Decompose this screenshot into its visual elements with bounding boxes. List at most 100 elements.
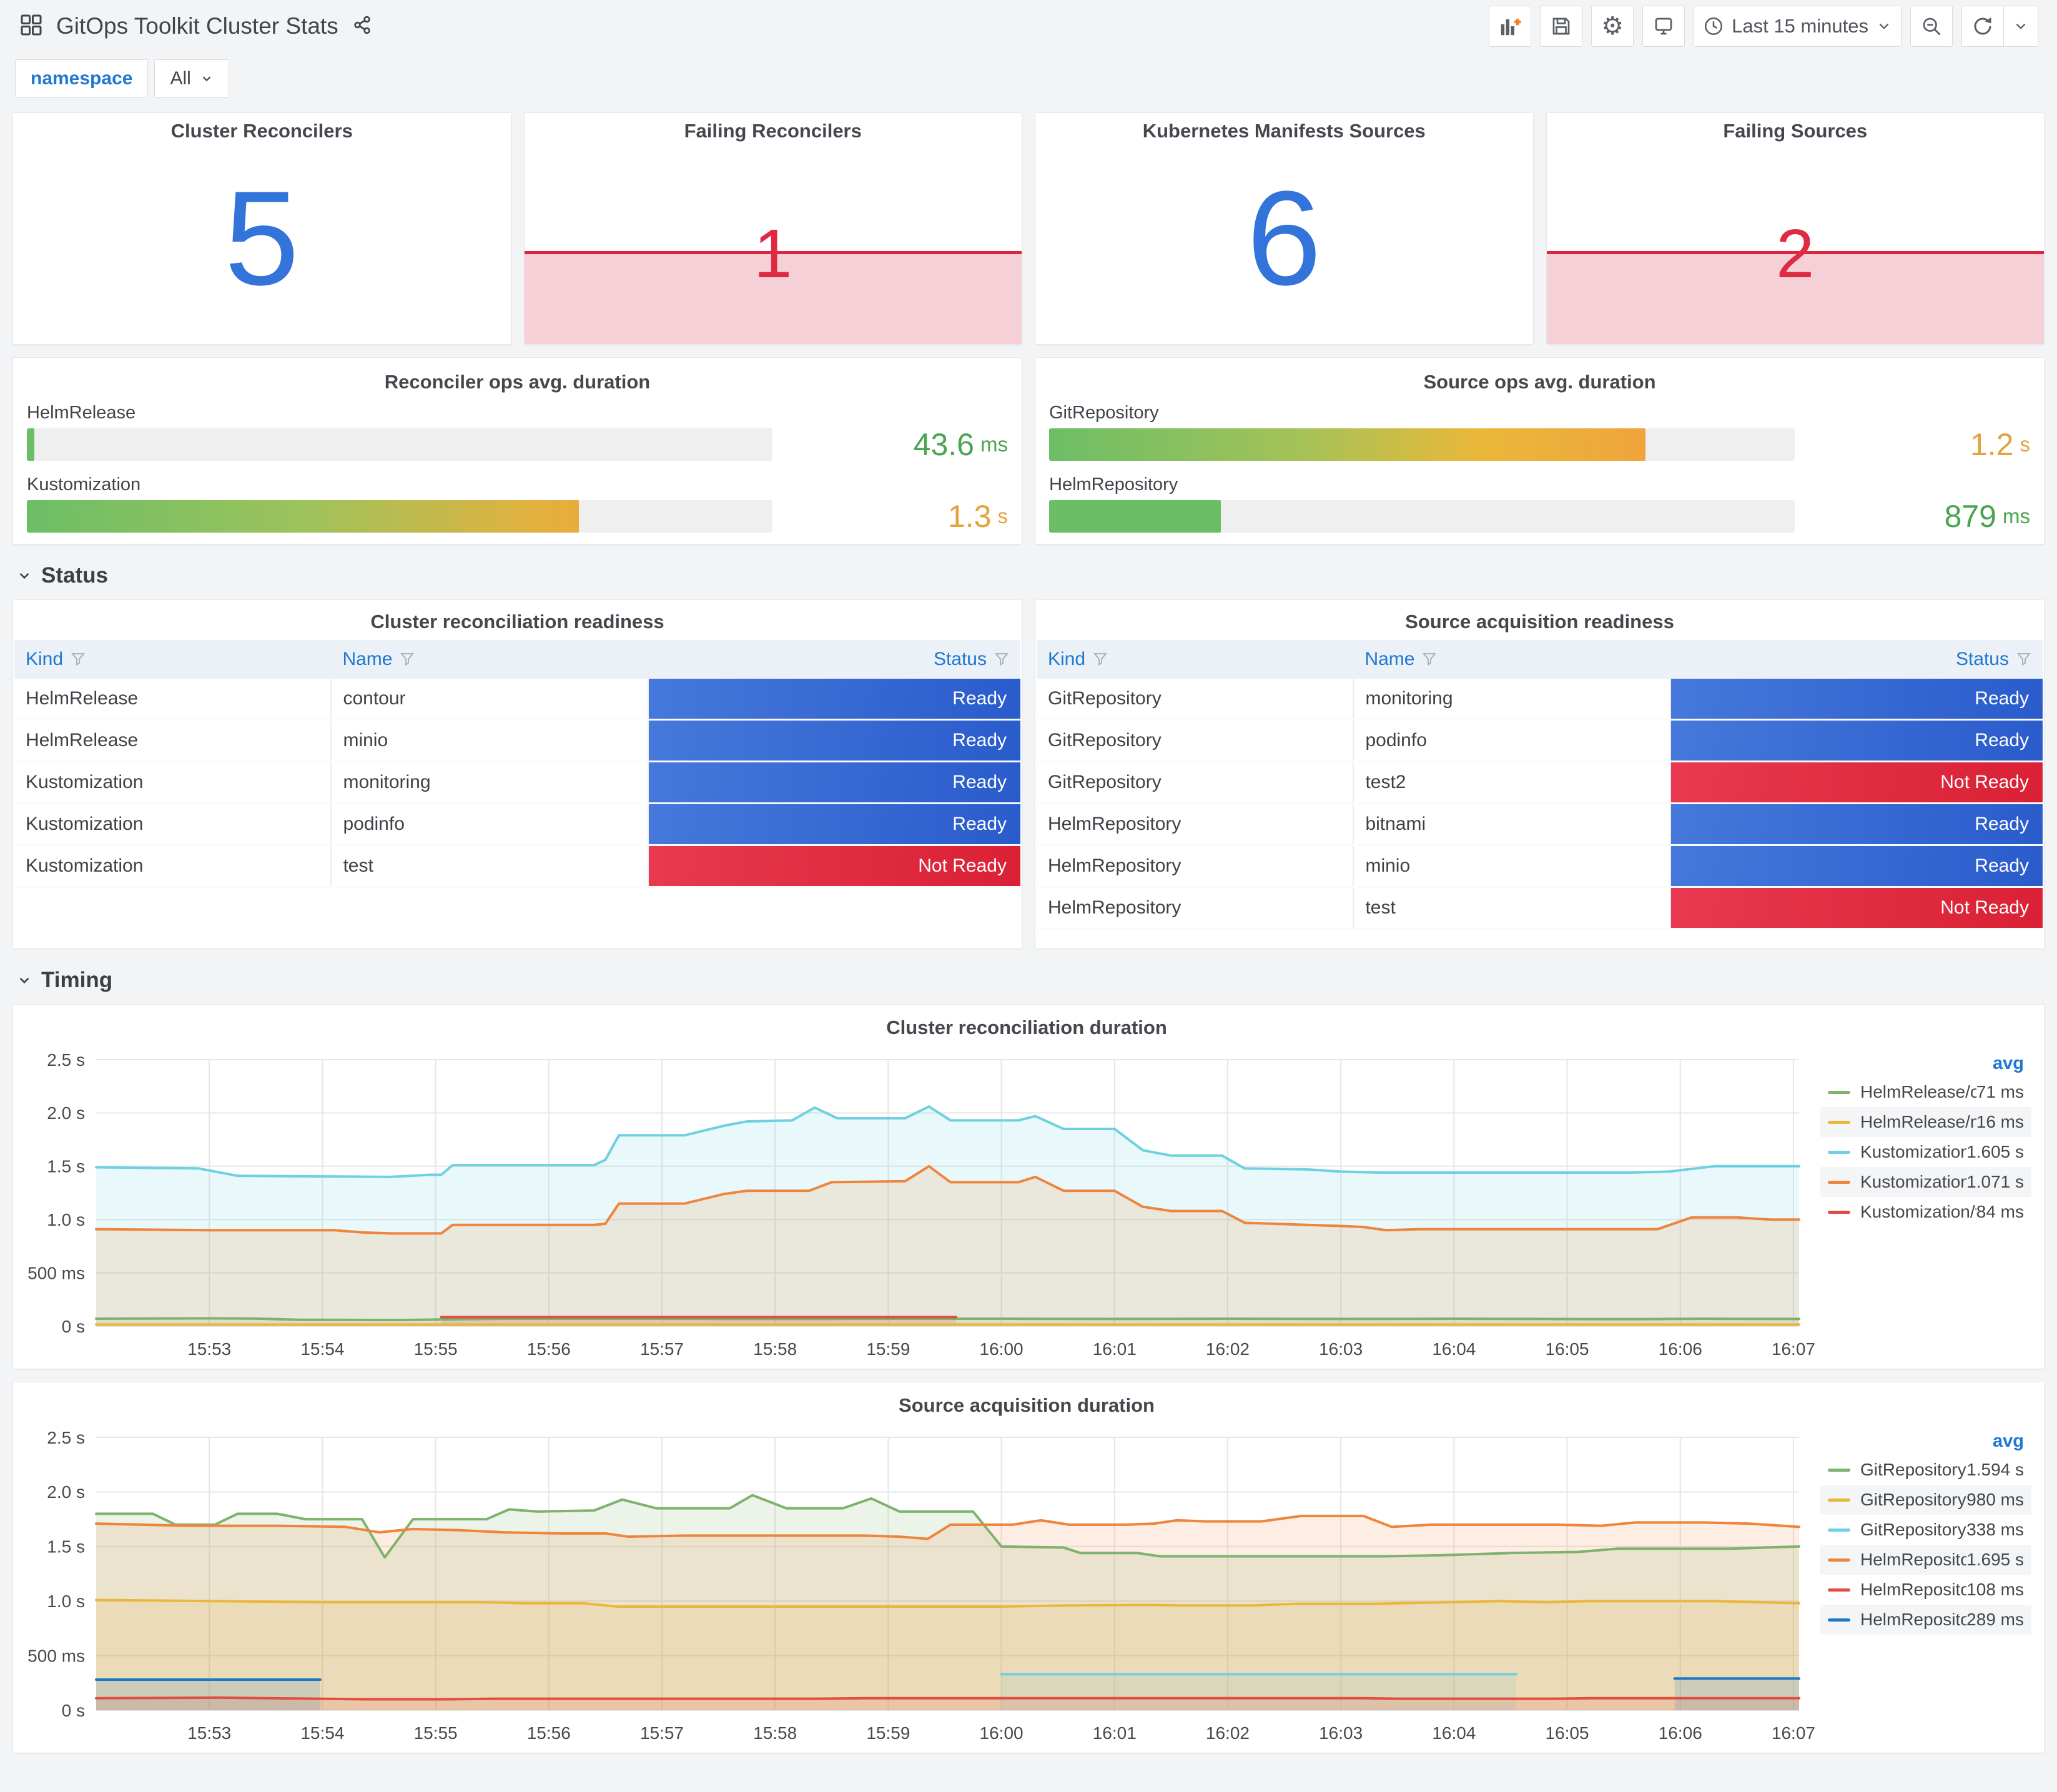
legend-item-helmrepository-minio[interactable]: HelmRepository/minio108 ms: [1820, 1575, 2031, 1605]
legend-item-helmrepository-bitnami[interactable]: HelmRepository/bitnami1.695 s: [1820, 1545, 2031, 1575]
legend-series-color: [1828, 1180, 1850, 1184]
gauge-value-unit: ms: [2003, 505, 2030, 528]
readiness-table: Kind Name Status GitRepository monitoring Rea…: [1037, 640, 2043, 930]
legend-series-name: Kustomization/podinfo: [1860, 1172, 1967, 1191]
chart-canvas[interactable]: 0 s 500 ms 1.0 s 1.5 s 2.0 s 2.5 s 15:53 15:54 1…: [18, 1046, 1817, 1365]
time-series-plot: 0 s 500 ms 1.0 s 1.5 s 2.0 s 2.5 s 15:53 15:54 1…: [18, 1424, 1817, 1749]
table-row: Kustomization test Not Ready: [14, 845, 1020, 888]
cell-status: Ready: [648, 803, 1020, 846]
panel-title[interactable]: Reconciler ops avg. duration: [384, 371, 651, 393]
legend-item-helmrelease-minio[interactable]: HelmRelease/minio16 ms: [1820, 1107, 2031, 1137]
stat-panel-cluster-reconcilers: Cluster Reconcilers 5: [12, 112, 511, 345]
gauge-bar-fill: [27, 500, 579, 533]
legend-item-kustomization-test[interactable]: Kustomization/test84 ms: [1820, 1197, 2031, 1227]
x-axis-tick-label: 16:02: [1206, 1339, 1250, 1359]
x-axis-tick-label: 16:03: [1319, 1723, 1363, 1743]
table-row: Kustomization monitoring Ready: [14, 761, 1020, 804]
column-header-kind[interactable]: Kind: [14, 640, 332, 679]
variable-namespace-label[interactable]: namespace: [15, 59, 149, 98]
monitor-icon: [1655, 17, 1672, 35]
refresh-button[interactable]: [1961, 6, 2004, 47]
legend-item-kustomization-monitoring[interactable]: Kustomization/monitoring1.605 s: [1820, 1137, 2031, 1167]
legend-item-gitrepository-podinfo[interactable]: GitRepository/podinfo980 ms: [1820, 1485, 2031, 1515]
cell-kind: HelmRelease: [14, 679, 332, 721]
status-badge: Ready: [648, 721, 1020, 761]
y-axis-tick-label: 0 s: [62, 1701, 85, 1720]
legend-series-color: [1828, 1588, 1850, 1592]
panel-title[interactable]: Cluster reconciliation readiness: [370, 611, 664, 633]
readiness-table: Kind Name Status HelmRelease contour Ready Hel…: [14, 640, 1020, 888]
section-timing[interactable]: Timing: [16, 965, 2045, 995]
zoom-out-button[interactable]: [1910, 6, 1953, 47]
cell-status: Ready: [1670, 719, 2043, 762]
gauge-label: HelmRepository: [1049, 475, 1178, 495]
x-axis-tick-label: 16:05: [1546, 1723, 1589, 1743]
column-header-status[interactable]: Status: [648, 640, 1020, 679]
panel-title[interactable]: Failing Sources: [1723, 120, 1868, 142]
y-axis-tick-label: 1.5 s: [47, 1537, 85, 1557]
panel-title[interactable]: Failing Reconcilers: [684, 120, 862, 142]
cycle-view-mode-button[interactable]: [1642, 6, 1685, 47]
legend-item-kustomization-podinfo[interactable]: Kustomization/podinfo1.071 s: [1820, 1167, 2031, 1197]
refresh-interval-button[interactable]: [2004, 6, 2038, 47]
panel-title[interactable]: Kubernetes Manifests Sources: [1142, 120, 1426, 142]
cell-kind: Kustomization: [14, 845, 332, 888]
status-badge: Ready: [1670, 804, 2043, 844]
column-header-name[interactable]: Name: [331, 640, 648, 679]
panel-title[interactable]: Cluster Reconcilers: [170, 120, 353, 142]
series-fill-gitrepository-podinfo: [96, 1600, 1799, 1710]
panel-title[interactable]: Source acquisition readiness: [1405, 611, 1674, 633]
legend-item-helmrelease-contour[interactable]: HelmRelease/contour71 ms: [1820, 1077, 2031, 1107]
dashboard-title: GitOps Toolkit Cluster Stats: [56, 13, 338, 39]
cell-kind: HelmRepository: [1037, 887, 1354, 930]
table-row: HelmRepository minio Ready: [1037, 845, 2043, 888]
alert-sparkline-band: [524, 250, 1022, 344]
x-axis-tick-label: 15:55: [414, 1723, 458, 1743]
stat-panels-row: Cluster Reconcilers 5 Failing Reconcilers 1…: [12, 112, 2045, 345]
chart-canvas[interactable]: 0 s 500 ms 1.0 s 1.5 s 2.0 s 2.5 s 15:53 15:54 1…: [18, 1424, 1817, 1749]
gauge-bar-track: [27, 500, 772, 533]
share-dashboard-icon[interactable]: [351, 14, 373, 39]
series-fill-helmrepository-bitnami: [96, 1515, 1799, 1710]
filter-funnel-icon: [400, 653, 415, 666]
y-axis-tick-label: 1.0 s: [47, 1210, 85, 1229]
table-row: HelmRepository bitnami Ready: [1037, 803, 2043, 846]
legend-series-name: Kustomization/monitoring: [1860, 1142, 1967, 1161]
gauge-bar-track: [27, 428, 772, 461]
legend-series-color: [1828, 1468, 1850, 1472]
x-axis-tick-label: 15:57: [640, 1339, 684, 1359]
column-header-name[interactable]: Name: [1353, 640, 1670, 679]
time-range-picker[interactable]: Last 15 minutes: [1694, 6, 1902, 47]
cell-name: minio: [1353, 845, 1671, 888]
variable-namespace-picker[interactable]: All: [154, 59, 229, 98]
legend-item-helmrepository-test[interactable]: HelmRepository/test289 ms: [1820, 1605, 2031, 1635]
dashboard-settings-button[interactable]: ⚙: [1591, 6, 1634, 47]
cell-name: test2: [1353, 761, 1671, 804]
panel-title[interactable]: Cluster reconciliation duration: [886, 1017, 1167, 1038]
gauge-label: HelmRelease: [27, 403, 136, 423]
legend-item-gitrepository-monitoring[interactable]: GitRepository/monitoring1.594 s: [1820, 1455, 2031, 1485]
section-status[interactable]: Status: [16, 561, 2045, 591]
series-fill-gitrepository-monitoring: [96, 1495, 1799, 1710]
x-axis-tick-label: 16:00: [980, 1723, 1024, 1743]
cell-status: Not Ready: [648, 845, 1020, 888]
save-dashboard-button[interactable]: [1540, 6, 1583, 47]
column-header-status[interactable]: Status: [1670, 640, 2043, 679]
refresh-icon: [1974, 17, 1991, 35]
add-panel-button[interactable]: [1489, 6, 1532, 47]
status-badge: Not Ready: [1670, 888, 2043, 928]
x-axis-tick-label: 15:59: [866, 1339, 910, 1359]
x-axis-tick-label: 16:04: [1432, 1723, 1476, 1743]
y-axis-tick-label: 500 ms: [27, 1646, 85, 1665]
panel-title[interactable]: Source acquisition duration: [899, 1394, 1155, 1416]
column-header-label: Status: [933, 649, 987, 669]
column-header-kind[interactable]: Kind: [1037, 640, 1354, 679]
legend-item-gitrepository-test2[interactable]: GitRepository/test2338 ms: [1820, 1515, 2031, 1545]
panel-title[interactable]: Source ops avg. duration: [1423, 371, 1656, 393]
cell-kind: GitRepository: [1037, 679, 1354, 721]
gauge-value-unit: s: [2020, 433, 2031, 456]
dashboards-grid-icon[interactable]: [19, 12, 44, 41]
column-header-inner: Name: [342, 649, 648, 670]
